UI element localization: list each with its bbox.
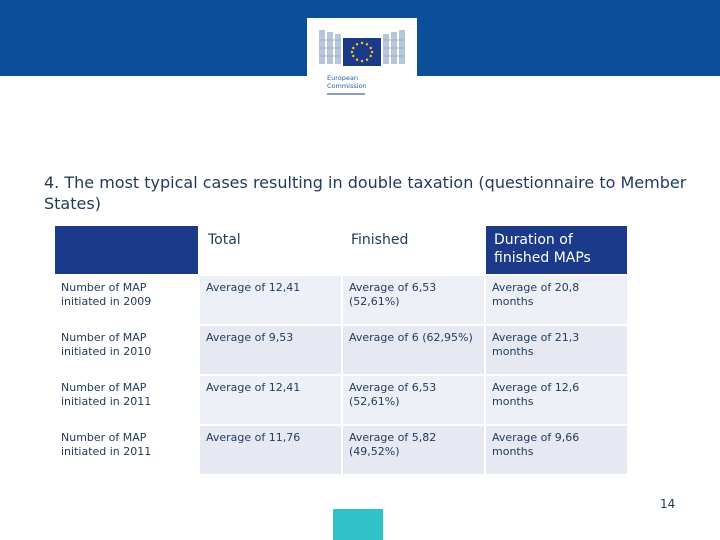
- table-header-row: Total Finished Duration of finished MAPs: [55, 226, 627, 274]
- cell-total: Average of 12,41: [200, 376, 341, 424]
- cell-duration: Average of 20,8 months: [486, 276, 627, 324]
- page-number: 14: [660, 497, 676, 511]
- row-label: Number of MAP initiated in 2009: [55, 276, 198, 324]
- cell-duration: Average of 21,3 months: [486, 326, 627, 374]
- table-row: Number of MAP initiated in 2010 Average …: [55, 326, 627, 374]
- cell-duration: Average of 9,66 months: [486, 426, 627, 474]
- table-row: Number of MAP initiated in 2009 Average …: [55, 276, 627, 324]
- cell-finished: Average of 6,53 (52,61%): [343, 376, 484, 424]
- cell-finished: Average of 5,82 (49,52%): [343, 426, 484, 474]
- cell-duration: Average of 12,6 months: [486, 376, 627, 424]
- cell-total: Average of 9,53: [200, 326, 341, 374]
- map-statistics-table: Total Finished Duration of finished MAPs…: [53, 224, 629, 476]
- cell-total: Average of 12,41: [200, 276, 341, 324]
- table-header-finished: Finished: [343, 226, 484, 274]
- row-label: Number of MAP initiated in 2011: [55, 376, 198, 424]
- row-label: Number of MAP initiated in 2011: [55, 426, 198, 474]
- table-header-corner: [55, 226, 198, 274]
- cell-total: Average of 11,76: [200, 426, 341, 474]
- table-row: Number of MAP initiated in 2011 Average …: [55, 426, 627, 474]
- logo-line-commission: Commission: [327, 82, 367, 90]
- cell-finished: Average of 6 (62,95%): [343, 326, 484, 374]
- table-row: Number of MAP initiated in 2011 Average …: [55, 376, 627, 424]
- table-header-duration: Duration of finished MAPs: [486, 226, 627, 274]
- eu-stars-icon: [350, 41, 374, 63]
- logo-line-european: European: [327, 74, 358, 82]
- bottom-accent-tab: [333, 509, 383, 540]
- cell-finished: Average of 6,53 (52,61%): [343, 276, 484, 324]
- european-commission-logo: European Commission: [307, 18, 417, 98]
- table-header-total: Total: [200, 226, 341, 274]
- logo-text: European Commission: [327, 74, 367, 90]
- row-label: Number of MAP initiated in 2010: [55, 326, 198, 374]
- logo-graphic: [319, 30, 405, 95]
- slide-title: 4. The most typical cases resulting in d…: [44, 173, 687, 213]
